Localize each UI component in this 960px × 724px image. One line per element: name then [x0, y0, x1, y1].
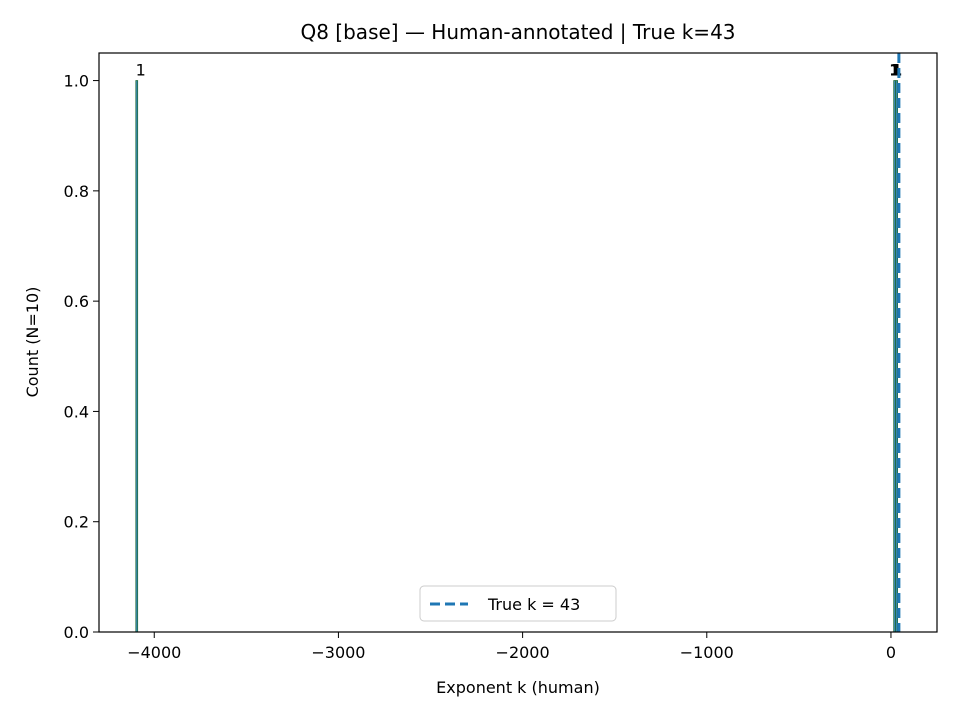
y-tick-label-5: 1.0 — [64, 72, 89, 91]
x-tick-label-0: −4000 — [127, 643, 181, 662]
y-tick-label-4: 0.8 — [64, 182, 89, 201]
legend-label-true-k: True k = 43 — [487, 595, 580, 614]
histogram-bar-0 — [135, 80, 139, 633]
x-tick-label-4: 0 — [886, 643, 896, 662]
bar-count-label-1: 1 — [889, 61, 900, 80]
legend: True k = 43 — [419, 585, 617, 622]
x-tick-label-2: −2000 — [496, 643, 550, 662]
y-tick-label-1: 0.2 — [64, 513, 89, 532]
bar-labels-layer: 1 11 — [136, 61, 903, 80]
histogram-bar-1 — [893, 80, 896, 633]
y-tick-label-3: 0.6 — [64, 292, 89, 311]
plot-frame — [98, 52, 938, 633]
bars-layer — [135, 80, 898, 633]
y-tick-label-0: 0.0 — [64, 623, 89, 642]
y-axis-ticks: 0.0 0.2 0.4 0.6 0.8 1.0 — [64, 72, 99, 642]
x-tick-label-3: −1000 — [680, 643, 734, 662]
chart-title: Q8 [base] — Human-annotated | True k=43 — [300, 20, 735, 44]
bar-count-label-0: 1 — [136, 61, 146, 80]
y-axis-label: Count (N=10) — [23, 287, 42, 398]
y-tick-label-2: 0.4 — [64, 402, 89, 421]
histogram-bar-2 — [895, 80, 898, 633]
legend-box — [419, 585, 617, 622]
x-axis-ticks: −4000 −3000 −2000 −1000 0 — [127, 632, 896, 662]
bar-count-label-2: 1 — [891, 61, 902, 80]
x-axis-label: Exponent k (human) — [436, 678, 600, 697]
x-tick-label-1: −3000 — [311, 643, 365, 662]
